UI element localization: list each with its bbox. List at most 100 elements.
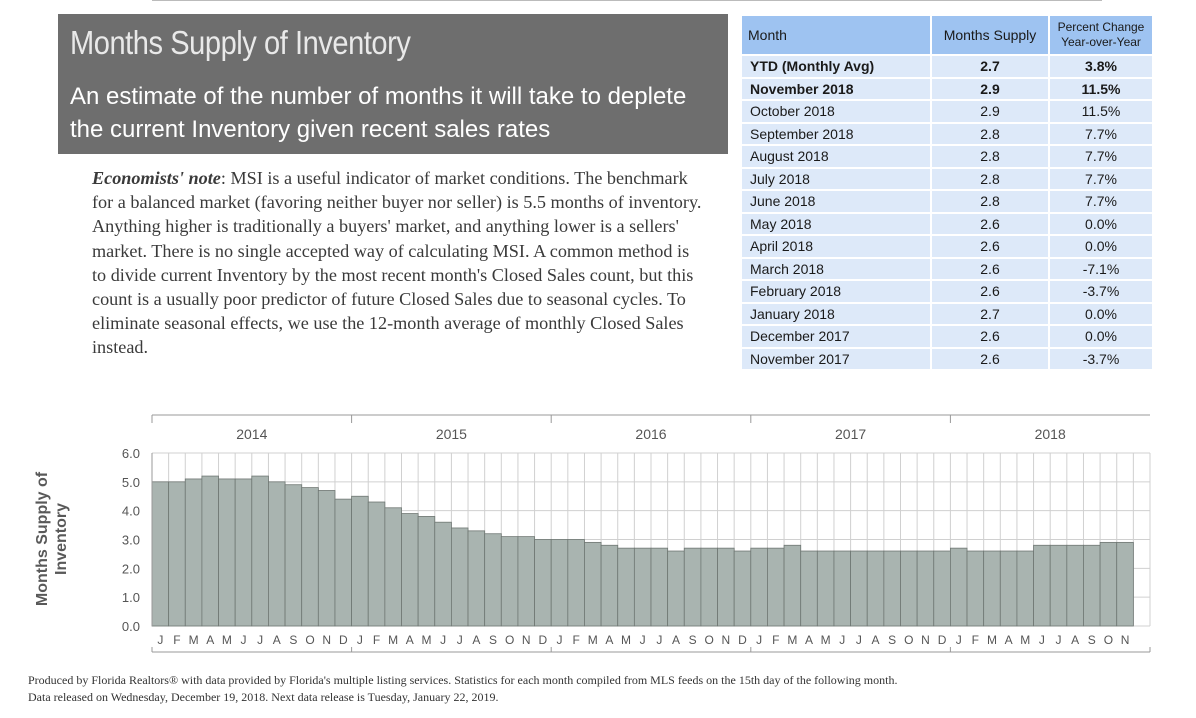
x-tick-label: S: [489, 633, 497, 647]
x-tick-label: M: [1020, 633, 1030, 647]
cell-change: 3.8%: [1048, 54, 1154, 79]
bar: [1033, 544, 1051, 627]
cell-supply: 2.6: [930, 234, 1050, 259]
x-tick-label: M: [787, 633, 797, 647]
table-row: July 2018 2.8 7.7%: [740, 166, 1154, 191]
bar: [517, 536, 535, 627]
x-tick-label: A: [605, 633, 613, 647]
cell-month: July 2018: [740, 166, 932, 191]
table-row: December 2017 2.6 0.0%: [740, 324, 1154, 349]
cell-supply: 2.8: [930, 189, 1050, 214]
x-tick-label: A: [805, 633, 813, 647]
cell-change: 11.5%: [1048, 99, 1154, 124]
bar: [384, 507, 402, 627]
x-tick-label: F: [173, 633, 180, 647]
x-tick-label: M: [821, 633, 831, 647]
note-lead: Economists' note: [92, 168, 221, 188]
chart-axes: 0.0 1.0 2.0 3.0 4.0 5.0 6.0 2014 2015 2016 2017 201…: [122, 414, 1151, 653]
bar: [866, 550, 885, 627]
y-tick-label: 4.0: [122, 504, 140, 519]
bar: [1066, 544, 1084, 627]
table-row: February 2018 2.6 -3.7%: [740, 279, 1154, 304]
cell-month: December 2017: [740, 324, 932, 349]
cell-change: 0.0%: [1048, 211, 1154, 236]
y-tick-label: 6.0: [122, 446, 140, 461]
bar: [1016, 550, 1034, 627]
footer: Produced by Florida Realtors® with data …: [28, 672, 897, 706]
x-tick-label: J: [257, 633, 263, 647]
cell-change: 7.7%: [1048, 144, 1154, 169]
table-row: April 2018 2.6 0.0%: [740, 234, 1154, 259]
y-axis-label: Months Supply of Inventory: [34, 471, 70, 606]
x-tick-label: J: [357, 633, 363, 647]
cell-change: 0.0%: [1048, 324, 1154, 349]
cell-supply: 2.8: [930, 121, 1050, 146]
cell-supply: 2.8: [930, 166, 1050, 191]
x-tick-label: N: [921, 633, 930, 647]
bar: [1099, 541, 1118, 627]
y-tick-label: 5.0: [122, 475, 140, 490]
x-tick-label: A: [472, 633, 480, 647]
x-tick-label: S: [1088, 633, 1096, 647]
x-tick-label: J: [157, 633, 163, 647]
cell-supply: 2.6: [930, 324, 1050, 349]
x-tick-label: O: [305, 633, 314, 647]
table-row: January 2018 2.7 0.0%: [740, 301, 1154, 326]
cell-month: April 2018: [740, 234, 932, 259]
x-tick-label: J: [756, 633, 762, 647]
economists-note: Economists' note: MSI is a useful indica…: [92, 166, 702, 360]
bar: [700, 547, 718, 627]
x-tick-label: O: [1104, 633, 1113, 647]
x-tick-label: D: [339, 633, 348, 647]
table-row: November 2018 2.9 11.5%: [740, 76, 1154, 101]
cell-change: 0.0%: [1048, 301, 1154, 326]
x-tick-label: J: [1056, 633, 1062, 647]
x-tick-label: M: [189, 633, 199, 647]
cell-month: November 2018: [740, 76, 932, 101]
x-tick-label: N: [322, 633, 331, 647]
bar: [783, 544, 802, 627]
bar: [767, 547, 785, 627]
bar: [351, 495, 369, 627]
bar: [550, 539, 569, 627]
bar: [184, 478, 203, 627]
bar: [334, 498, 353, 627]
bar: [883, 550, 901, 627]
bar: [900, 550, 918, 627]
x-tick-label: J: [656, 633, 662, 647]
col-header-change: Percent Change Year-over-Year: [1048, 14, 1154, 56]
table-row: YTD (Monthly Avg) 2.7 3.8%: [740, 54, 1154, 79]
msi-table: Month Months Supply Percent Change Year-…: [740, 14, 1154, 371]
x-tick-label: O: [505, 633, 514, 647]
footer-line-1: Produced by Florida Realtors® with data …: [28, 673, 898, 687]
x-tick-label: A: [672, 633, 680, 647]
cell-supply: 2.6: [930, 211, 1050, 236]
x-tick-label: J: [557, 633, 563, 647]
bar: [999, 550, 1018, 627]
cell-supply: 2.9: [930, 99, 1050, 124]
bar: [534, 539, 552, 627]
year-label: 2015: [436, 426, 467, 442]
x-tick-label: S: [888, 633, 896, 647]
bar: [966, 550, 985, 627]
bar: [983, 550, 1001, 627]
cell-change: 7.7%: [1048, 166, 1154, 191]
x-tick-label: J: [956, 633, 962, 647]
y-tick-label: 1.0: [122, 590, 140, 605]
x-tick-label: M: [388, 633, 398, 647]
cell-supply: 2.6: [930, 279, 1050, 304]
bar: [683, 547, 702, 627]
page-title: Months Supply of Inventory: [70, 24, 411, 61]
table-header-row: Month Months Supply Percent Change Year-…: [740, 14, 1154, 56]
bar: [434, 521, 452, 627]
x-tick-label: A: [406, 633, 414, 647]
x-tick-label: O: [904, 633, 913, 647]
cell-month: October 2018: [740, 99, 932, 124]
cell-month: June 2018: [740, 189, 932, 214]
footer-line-2: Data released on Wednesday, December 19,…: [28, 690, 499, 704]
cell-change: -3.7%: [1048, 279, 1154, 304]
table-body: YTD (Monthly Avg) 2.7 3.8% November 2018 2.9…: [740, 54, 1154, 371]
x-tick-label: D: [738, 633, 747, 647]
bar: [367, 501, 386, 627]
bar: [750, 547, 768, 627]
